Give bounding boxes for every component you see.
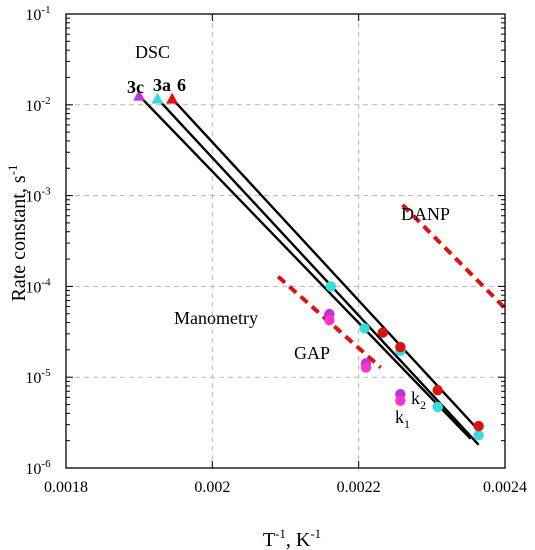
point-3a (432, 401, 443, 413)
series-label-6: 6 (177, 75, 186, 95)
series-label-3c: 3c (127, 77, 144, 97)
x-axis-label: T-1, K-1 (263, 526, 321, 550)
reference-line-danp (401, 203, 507, 310)
fit-line-3c (138, 94, 472, 440)
y-tick-label: 10-4 (25, 276, 51, 296)
point-3a (359, 323, 370, 334)
manometry-label: Manometry (174, 308, 258, 328)
k1-label: k1 (395, 407, 410, 431)
axis-ticks (65, 13, 506, 469)
y-axis-label: Rate constant, s-1 (5, 165, 30, 302)
fit-lines (138, 94, 480, 446)
y-tick-label: 10-3 (25, 186, 51, 206)
grid (66, 14, 505, 468)
gap-label: GAP (294, 343, 330, 363)
point-6 (473, 420, 484, 432)
x-tick-label: 0.0018 (44, 479, 88, 496)
point-6 (432, 384, 443, 396)
point-3c (360, 362, 372, 373)
point-3c (324, 314, 335, 326)
dsc-triangle-3c (133, 89, 146, 101)
data-points (133, 89, 484, 441)
y-tick-label: 10-2 (25, 95, 50, 115)
dsc-label: DSC (135, 42, 170, 62)
dsc-triangle-6 (166, 92, 179, 104)
tick-labels: 0.0018 0.002 0.0022 0.0024 10-6 10-5 10-4 10-3 1… (25, 4, 527, 496)
fit-line-3a (156, 97, 480, 446)
point-6 (395, 341, 406, 353)
plot-frame (65, 13, 506, 469)
point-3a (473, 429, 484, 441)
y-tick-label: 10-5 (25, 367, 51, 387)
x-tick-label: 0.0024 (483, 479, 527, 496)
y-tick-label: 10-6 (25, 458, 51, 478)
dsc-triangle-3a (151, 92, 164, 104)
danp-label: DANP (401, 204, 450, 224)
point-3a (325, 281, 337, 292)
x-tick-label: 0.0022 (337, 479, 381, 496)
x-tick-label: 0.002 (194, 479, 230, 496)
point-3c (395, 395, 406, 406)
y-tick-label: 10-1 (25, 4, 50, 24)
series-label-3a: 3a (153, 75, 171, 95)
point-6 (377, 327, 389, 338)
fit-line-6 (171, 97, 480, 432)
k2-label: k2 (411, 388, 426, 412)
